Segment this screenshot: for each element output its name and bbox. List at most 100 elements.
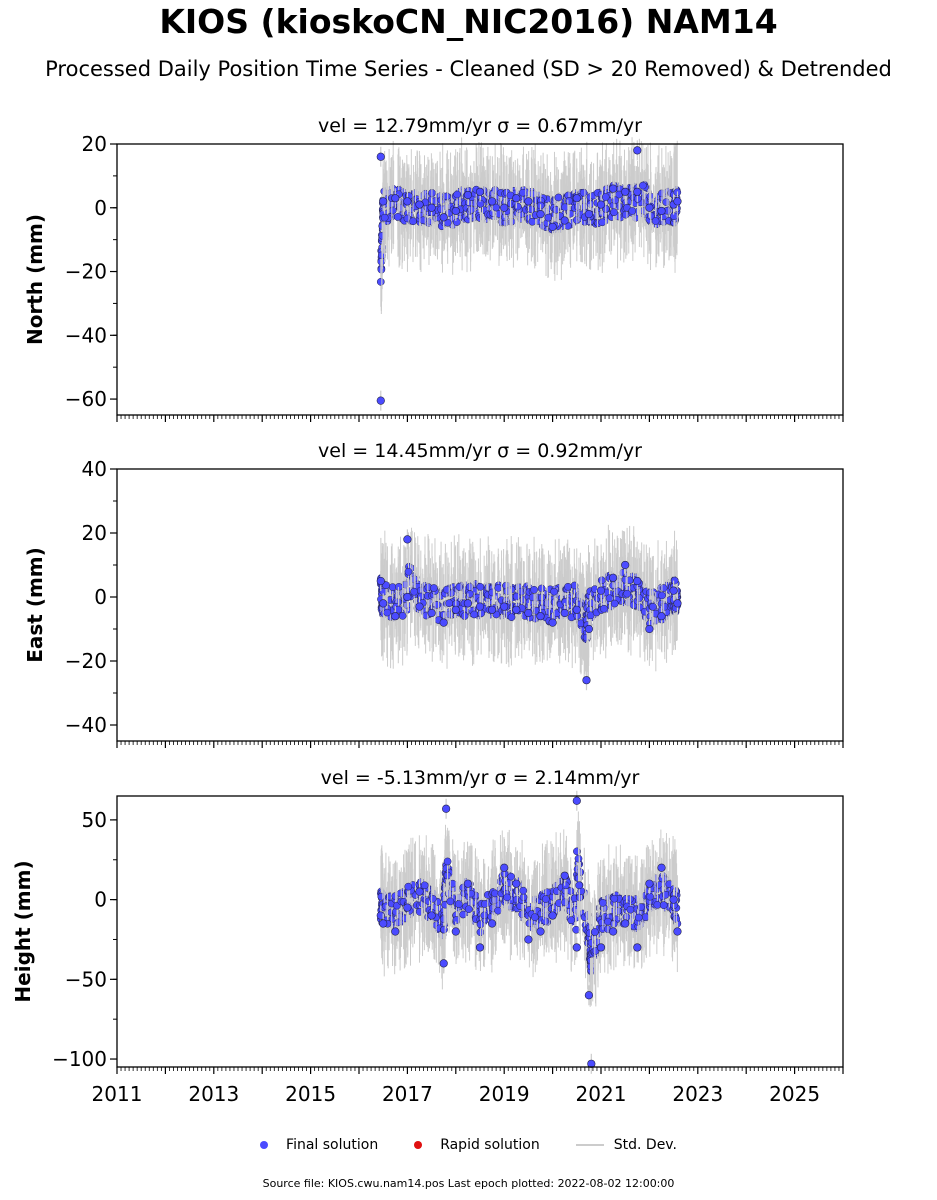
chart-panel-1: vel = 12.79mm/yr σ = 0.67mm/yr North (mm)… <box>23 115 844 422</box>
data-point <box>536 210 545 219</box>
data-point <box>548 222 557 231</box>
data-point <box>524 197 533 206</box>
data-point <box>503 893 511 902</box>
data-point <box>404 882 413 891</box>
data-point <box>597 576 606 585</box>
data-point <box>494 906 502 915</box>
y-tick-label: −50 <box>65 967 107 991</box>
data-point <box>541 895 550 903</box>
data-point <box>376 396 385 405</box>
data-point <box>476 582 485 591</box>
data-point <box>451 206 460 216</box>
data-point <box>628 207 637 215</box>
data-point <box>623 589 631 598</box>
panel-title: vel = -5.13mm/yr σ = 2.14mm/yr <box>321 767 640 789</box>
x-tick-label: 2021 <box>576 1082 627 1106</box>
data-point <box>518 188 527 197</box>
data-point <box>621 560 630 570</box>
data-point <box>403 592 412 602</box>
data-point <box>376 152 385 161</box>
x-tick-label: 2023 <box>672 1082 723 1106</box>
y-tick-label: 20 <box>82 521 107 545</box>
data-point <box>440 925 448 934</box>
data-point <box>455 583 464 591</box>
chart-panel-3: vel = -5.13mm/yr σ = 2.14mm/yr Height (mm… <box>11 767 844 1106</box>
data-point <box>376 576 385 586</box>
data-point <box>524 608 533 618</box>
plot-frame <box>116 143 844 416</box>
data-point <box>470 610 479 619</box>
y-axis-label: East (mm) <box>23 547 47 663</box>
data-point <box>439 213 448 222</box>
y-tick-label: 40 <box>82 457 107 481</box>
data-point <box>548 618 557 627</box>
data-point <box>575 881 584 890</box>
data-point <box>475 602 485 611</box>
x-tick-label: 2019 <box>479 1082 530 1106</box>
data-point <box>596 586 606 595</box>
data-point <box>398 612 407 620</box>
x-tick-label: 2011 <box>92 1082 143 1106</box>
data-point <box>512 605 521 614</box>
data-point <box>605 594 614 603</box>
data-point <box>565 197 573 205</box>
data-point <box>610 894 619 903</box>
data-point <box>451 605 460 614</box>
data-point <box>417 592 425 601</box>
data-point <box>567 916 576 925</box>
data-point <box>633 146 642 155</box>
data-point <box>657 206 666 216</box>
data-point <box>608 184 618 193</box>
data-point <box>513 202 522 211</box>
data-point <box>564 582 572 591</box>
y-tick-label: −40 <box>65 323 107 347</box>
data-point <box>651 217 660 225</box>
data-point <box>507 872 516 881</box>
data-point <box>572 605 581 614</box>
y-tick-label: 0 <box>94 585 107 609</box>
data-point <box>572 194 581 203</box>
data-point <box>454 900 463 909</box>
data-cloud <box>376 811 682 1007</box>
x-tick-label: 2013 <box>188 1082 239 1106</box>
data-point <box>579 188 588 197</box>
data-point <box>443 857 452 866</box>
y-tick-label: −40 <box>65 713 107 737</box>
data-point <box>403 197 412 206</box>
data-point <box>379 599 388 608</box>
data-point <box>673 599 682 608</box>
data-point <box>445 599 454 608</box>
data-point <box>658 591 666 600</box>
panel-title: vel = 12.79mm/yr σ = 0.67mm/yr <box>318 115 642 137</box>
data-point <box>670 576 679 585</box>
data-point <box>561 881 570 890</box>
data-point <box>662 198 671 206</box>
x-tick-label: 2015 <box>285 1082 336 1106</box>
data-point <box>657 612 666 621</box>
data-point <box>391 194 400 203</box>
data-point <box>621 187 630 196</box>
data-point <box>582 676 591 685</box>
data-point <box>530 585 538 594</box>
data-point <box>404 567 413 576</box>
data-point <box>552 205 560 214</box>
figure-title: KIOS (kioskoCN_NIC2016) NAM14 <box>159 2 778 41</box>
data-point <box>410 587 418 596</box>
data-point <box>427 203 436 212</box>
data-point <box>463 599 473 608</box>
data-point <box>530 913 539 921</box>
data-point <box>645 203 654 212</box>
data-point <box>596 200 606 209</box>
data-point <box>544 213 553 222</box>
panel-title: vel = 14.45mm/yr σ = 0.92mm/yr <box>318 440 642 462</box>
data-point <box>528 217 537 226</box>
data-point <box>491 889 499 898</box>
data-cloud <box>376 137 682 315</box>
data-point <box>463 190 473 200</box>
data-point <box>453 190 462 199</box>
data-point <box>550 587 558 596</box>
data-point <box>442 192 451 201</box>
data-point <box>500 602 509 611</box>
data-point <box>590 928 599 936</box>
data-point <box>403 535 412 544</box>
